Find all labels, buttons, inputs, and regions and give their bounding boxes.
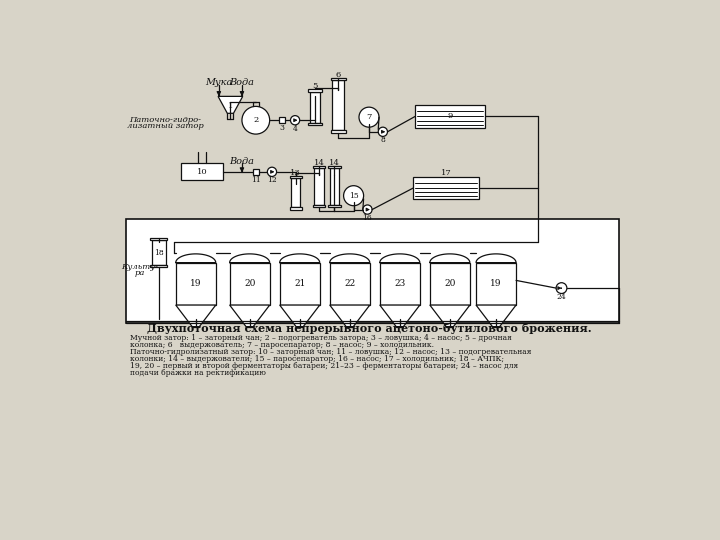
Text: Мучной затор: 1 – заторный чан; 2 – подогреватель затора; 3 – ловушка; 4 – насос: Мучной затор: 1 – заторный чан; 2 – подо… <box>130 334 512 342</box>
Bar <box>415 105 485 128</box>
Bar <box>308 90 322 92</box>
Bar <box>328 205 341 207</box>
Text: 20: 20 <box>244 279 256 288</box>
Bar <box>150 265 167 267</box>
Circle shape <box>267 167 276 177</box>
Bar <box>330 78 346 80</box>
Bar <box>332 80 344 130</box>
Text: 8: 8 <box>380 136 385 144</box>
Bar <box>279 262 320 305</box>
Bar <box>330 130 346 132</box>
Polygon shape <box>476 254 516 262</box>
Bar <box>310 92 320 123</box>
Text: 1: 1 <box>228 103 233 110</box>
Text: 19: 19 <box>490 279 502 288</box>
Text: ра: ра <box>135 269 145 276</box>
Bar <box>289 207 302 210</box>
Bar <box>176 262 216 305</box>
Text: 9: 9 <box>447 112 453 120</box>
Circle shape <box>359 107 379 127</box>
Text: 5: 5 <box>312 83 318 90</box>
Bar <box>330 168 339 205</box>
Polygon shape <box>176 254 216 262</box>
Polygon shape <box>476 305 516 327</box>
Polygon shape <box>379 254 420 262</box>
Bar <box>152 240 166 265</box>
Polygon shape <box>230 254 270 262</box>
Text: 18: 18 <box>154 249 163 256</box>
Bar <box>476 262 516 305</box>
Polygon shape <box>279 305 320 327</box>
Text: 22: 22 <box>344 279 356 288</box>
Bar <box>291 178 300 207</box>
Text: 10: 10 <box>197 168 207 176</box>
Circle shape <box>343 186 364 206</box>
Text: 15: 15 <box>348 192 359 200</box>
Polygon shape <box>330 254 370 262</box>
Text: 20: 20 <box>444 279 456 288</box>
Polygon shape <box>279 254 320 262</box>
Text: 14: 14 <box>313 159 325 166</box>
Text: Паточно-гидролизатный затор: 10 – заторный чан; 11 – ловушка; 12 – насос; 13 – п: Паточно-гидролизатный затор: 10 – заторн… <box>130 348 531 356</box>
Polygon shape <box>430 305 470 327</box>
Polygon shape <box>218 96 243 113</box>
Text: Вода: Вода <box>230 78 254 87</box>
Text: Паточно-гидро-: Паточно-гидро- <box>129 116 201 124</box>
Text: лизатный затор: лизатный затор <box>127 123 203 130</box>
Text: Культу-: Культу- <box>121 262 158 271</box>
Bar <box>328 166 341 168</box>
Text: 14: 14 <box>329 159 340 166</box>
Text: колонки; 14 – выдержователи; 15 – паросепаратор; 16 – насос; 17 – холодильник; 1: колонки; 14 – выдержователи; 15 – паросе… <box>130 355 505 363</box>
Text: подачи бражки на ректификацию: подачи бражки на ректификацию <box>130 369 266 377</box>
Text: 2: 2 <box>253 116 258 124</box>
Bar <box>312 205 325 207</box>
Text: 19, 20 – первый и второй ферментаторы батареи; 21–23 – ферментаторы батареи; 24 : 19, 20 – первый и второй ферментаторы ба… <box>130 362 518 370</box>
Bar <box>150 238 167 240</box>
Text: 17: 17 <box>441 168 451 177</box>
Bar <box>279 117 285 123</box>
Circle shape <box>290 116 300 125</box>
Text: колонка; 6   выдержователь; 7 – паросепаратор; 8 – насос; 9 – холодильник.: колонка; 6 выдержователь; 7 – паросепара… <box>130 341 434 349</box>
Text: 12: 12 <box>267 176 277 184</box>
Bar <box>315 168 323 205</box>
Bar <box>127 219 619 323</box>
Text: Двухпоточная схема непрерывного ацетоно-бутилового брожения.: Двухпоточная схема непрерывного ацетоно-… <box>147 323 591 334</box>
Text: 6: 6 <box>336 71 341 79</box>
Circle shape <box>556 283 567 294</box>
Text: 19: 19 <box>190 279 202 288</box>
Bar <box>253 168 259 175</box>
Text: 11: 11 <box>251 176 261 184</box>
Text: 23: 23 <box>394 279 405 288</box>
Bar <box>379 262 420 305</box>
Polygon shape <box>230 305 270 327</box>
Text: Вода: Вода <box>230 157 254 166</box>
Circle shape <box>378 127 387 137</box>
Polygon shape <box>430 254 470 262</box>
Text: 24: 24 <box>557 293 567 301</box>
Bar <box>230 262 270 305</box>
Bar <box>330 262 370 305</box>
Circle shape <box>363 205 372 214</box>
Circle shape <box>242 106 270 134</box>
Bar <box>289 176 302 178</box>
Text: 13: 13 <box>290 168 301 177</box>
Bar <box>413 177 479 199</box>
Polygon shape <box>176 305 216 327</box>
Bar <box>181 164 223 180</box>
Text: Мука: Мука <box>205 78 233 87</box>
Text: 7: 7 <box>366 113 372 121</box>
Text: 4: 4 <box>292 125 297 133</box>
Polygon shape <box>379 305 420 327</box>
Polygon shape <box>330 305 370 327</box>
Bar <box>312 166 325 168</box>
Text: 3: 3 <box>279 124 284 132</box>
Text: 16: 16 <box>363 214 372 222</box>
Bar <box>430 262 470 305</box>
Text: 21: 21 <box>294 279 305 288</box>
Bar <box>308 123 322 125</box>
